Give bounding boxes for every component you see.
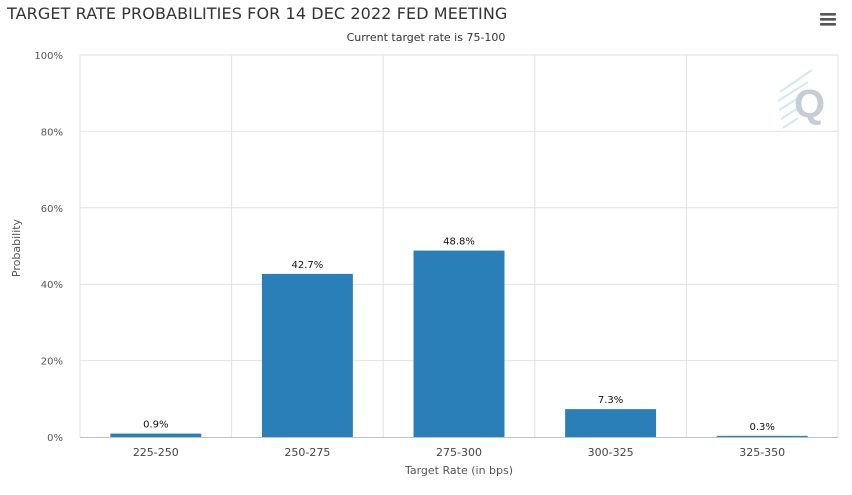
- x-tick-label: 300-325: [588, 446, 634, 459]
- q-logo-icon: Q: [777, 69, 825, 129]
- bar-225-250[interactable]: [110, 433, 202, 437]
- bar-250-275[interactable]: [261, 273, 353, 437]
- y-axis-title: Probability: [10, 218, 23, 277]
- y-tick-label: 100%: [34, 51, 63, 62]
- data-label: 0.9%: [143, 420, 168, 431]
- data-labels: 0.9% 42.7% 48.8% 7.3% 0.3%: [143, 237, 775, 433]
- data-label: 42.7%: [292, 260, 324, 271]
- x-axis-ticks: 225-250 250-275 275-300 300-325 325-350: [133, 446, 785, 459]
- chart-title: TARGET RATE PROBABILITIES FOR 14 DEC 202…: [7, 4, 508, 23]
- bar-300-325[interactable]: [565, 409, 657, 437]
- y-tick-label: 0%: [47, 433, 63, 444]
- x-tick-label: 275-300: [436, 446, 482, 459]
- bar-275-300[interactable]: [413, 250, 505, 437]
- x-tick-label: 225-250: [133, 446, 179, 459]
- data-label: 0.3%: [749, 422, 774, 433]
- chart-subtitle: Current target rate is 75-100: [346, 31, 506, 44]
- y-tick-label: 80%: [41, 127, 63, 138]
- data-label: 48.8%: [443, 237, 475, 248]
- y-tick-label: 60%: [41, 204, 63, 215]
- data-label: 7.3%: [598, 395, 623, 406]
- x-axis-title: Target Rate (in bps): [404, 464, 513, 477]
- y-axis-ticks: 0% 20% 40% 60% 80% 100%: [34, 51, 63, 444]
- svg-text:Q: Q: [794, 82, 825, 126]
- y-tick-label: 40%: [41, 280, 63, 291]
- bars: [110, 250, 808, 437]
- x-tick-label: 325-350: [739, 446, 785, 459]
- hamburger-menu-icon[interactable]: [816, 8, 840, 30]
- x-tick-label: 250-275: [284, 446, 330, 459]
- bar-325-350[interactable]: [716, 435, 808, 437]
- y-tick-label: 20%: [41, 357, 63, 368]
